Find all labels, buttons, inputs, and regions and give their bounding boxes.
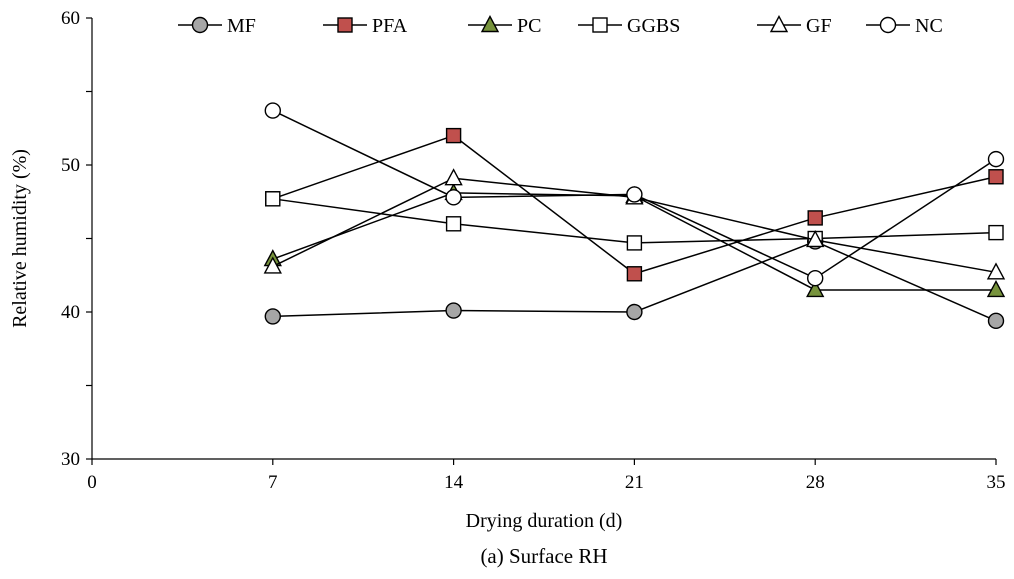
axes: 30 40 50 60 0 7 14 21 28 35 xyxy=(61,8,1006,493)
legend-marker-pc xyxy=(480,15,500,33)
legend-marker-pfa xyxy=(337,17,353,33)
point-mf xyxy=(445,302,462,319)
x-tick-label: 35 xyxy=(987,472,1006,493)
y-tick-label: 60 xyxy=(61,8,80,29)
y-tick-label: 50 xyxy=(61,155,80,176)
legend-marker-mf xyxy=(191,16,209,34)
legend-label-gf: GF xyxy=(806,15,832,37)
x-axis-label: Drying duration (d) xyxy=(466,510,623,532)
legend-marker-gf xyxy=(769,15,789,33)
point-nc xyxy=(264,102,281,119)
legend-label-pc: PC xyxy=(517,15,541,37)
legend-item-pfa: PFA xyxy=(323,15,408,37)
legend-marker-ggbs xyxy=(592,17,608,33)
x-tick-label: 0 xyxy=(87,472,97,493)
legend-label-nc: NC xyxy=(915,15,943,37)
point-gf xyxy=(263,256,282,274)
point-nc xyxy=(626,186,643,203)
legend-item-pc: PC xyxy=(468,15,541,37)
point-ggbs xyxy=(265,191,281,207)
point-ggbs xyxy=(626,235,643,251)
chart-caption: (a) Surface RH xyxy=(480,544,607,568)
y-axis-label: Relative humidity (%) xyxy=(9,149,31,328)
series-nc xyxy=(264,102,1005,287)
x-tick-label: 21 xyxy=(625,472,644,493)
legend-item-mf: MF xyxy=(178,15,256,37)
point-mf xyxy=(626,303,643,321)
series-layer xyxy=(263,102,1006,330)
point-pc xyxy=(986,279,1006,298)
point-nc xyxy=(807,269,824,287)
point-pc xyxy=(806,279,825,298)
legend-label-pfa: PFA xyxy=(372,15,408,37)
point-mf xyxy=(987,312,1005,330)
y-tick-label: 40 xyxy=(61,302,80,323)
legend-item-ggbs: GGBS xyxy=(578,15,680,37)
point-gf xyxy=(986,262,1006,280)
y-tick-label: 30 xyxy=(61,449,80,470)
series-pfa xyxy=(265,127,1004,282)
legend-item-gf: GF xyxy=(757,15,832,37)
x-tick-label: 7 xyxy=(268,472,278,493)
point-nc xyxy=(445,189,462,206)
point-gf xyxy=(806,229,825,248)
point-mf xyxy=(264,308,281,325)
point-nc xyxy=(987,150,1005,168)
x-tick-label: 28 xyxy=(806,472,825,493)
point-ggbs xyxy=(445,216,462,232)
point-ggbs xyxy=(988,224,1004,241)
point-gf xyxy=(444,168,463,186)
x-tick-label: 14 xyxy=(444,472,464,493)
legend-label-mf: MF xyxy=(227,15,256,37)
point-pfa xyxy=(626,266,643,282)
point-pfa xyxy=(445,127,462,144)
point-pfa xyxy=(988,169,1004,185)
legend: MF PFA PC GGBS GF NC xyxy=(178,15,943,37)
legend-marker-nc xyxy=(879,16,897,34)
legend-item-nc: NC xyxy=(866,15,943,37)
legend-label-ggbs: GGBS xyxy=(627,15,680,37)
point-pfa xyxy=(807,210,823,226)
